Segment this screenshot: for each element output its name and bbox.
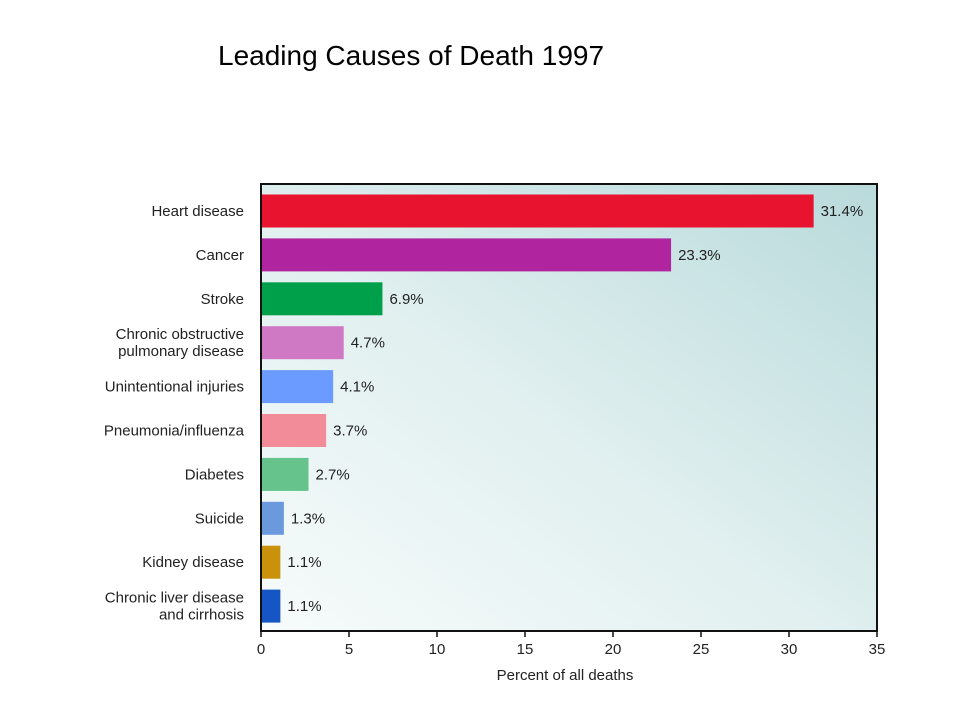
bar — [262, 194, 814, 228]
x-tick-label: 30 — [781, 641, 798, 658]
bar — [262, 545, 281, 579]
bar — [262, 589, 281, 623]
x-tick-label: 10 — [429, 641, 446, 658]
category-labels: Heart disease Cancer Stroke Chronic obstruc… — [104, 203, 245, 624]
bar — [262, 457, 309, 491]
category-label: Diabetes — [185, 466, 244, 483]
value-label: 1.1% — [287, 554, 321, 571]
bar — [262, 414, 327, 447]
value-label: 6.9% — [389, 291, 423, 308]
category-label: Heart disease — [151, 203, 244, 220]
category-label: Unintentional injuries — [105, 379, 244, 396]
category-label: Chronic obstructive pulmonary disease — [116, 326, 244, 360]
x-tick-label: 0 — [257, 641, 265, 658]
x-tick-label: 5 — [345, 641, 353, 658]
value-label: 1.1% — [287, 598, 321, 615]
bar — [262, 370, 334, 404]
category-label: Chronic liver disease and cirrhosis — [105, 590, 244, 624]
category-label: Cancer — [196, 247, 244, 264]
bars-group — [262, 194, 814, 623]
bar — [262, 282, 383, 316]
x-axis-title: Percent of all deaths — [497, 667, 634, 684]
bar — [262, 501, 284, 535]
value-label: 1.3% — [291, 510, 325, 527]
bar — [262, 238, 672, 272]
slide-title: Leading Causes of Death 1997 — [218, 40, 605, 71]
x-tick-label: 25 — [693, 641, 710, 658]
value-label: 4.7% — [351, 335, 385, 352]
value-label: 2.7% — [316, 466, 350, 483]
x-tick-label: 15 — [517, 641, 534, 658]
category-label: Kidney disease — [142, 554, 244, 571]
x-tick-label: 20 — [605, 641, 622, 658]
x-axis-ticks: 0 5 10 15 20 25 30 35 — [257, 631, 886, 658]
value-label: 4.1% — [340, 379, 374, 396]
value-label: 23.3% — [678, 247, 721, 264]
value-label: 3.7% — [333, 423, 367, 440]
x-tick-label: 35 — [869, 641, 886, 658]
category-label: Pneumonia/influenza — [104, 423, 245, 440]
category-label: Suicide — [195, 510, 244, 527]
bar — [262, 326, 344, 360]
value-labels: 31.4% 23.3% 6.9% 4.7% 4.1% 3.7% 2.7% 1.3% 1.1% 1.… — [287, 203, 863, 615]
value-label: 31.4% — [821, 203, 864, 220]
category-label: Stroke — [201, 291, 244, 308]
